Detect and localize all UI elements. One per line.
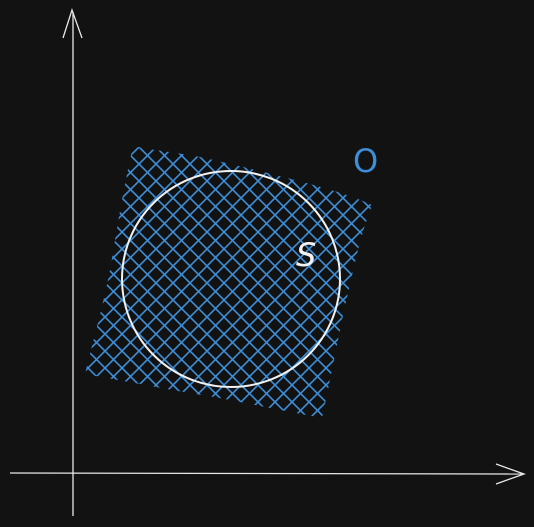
hatch-line: [85, 146, 372, 418]
x-axis: [9, 472, 523, 475]
hatch-line: [85, 346, 372, 418]
hatch-line: [85, 146, 372, 287]
hatch-line: [85, 146, 372, 418]
hatch-line: [85, 146, 372, 338]
hatch-line: [85, 146, 372, 418]
hatch-line: [85, 146, 372, 418]
hatch-line: [85, 146, 372, 418]
hatch-line: [85, 313, 372, 418]
hatch-line: [85, 381, 372, 418]
set-s-label: S: [296, 236, 316, 274]
hatch-line: [85, 146, 372, 418]
hatch-line: [85, 146, 372, 186]
hatch-line: [85, 146, 372, 321]
hatch-line: [85, 146, 372, 339]
hatch-line: [85, 146, 372, 418]
hatch-line: [85, 146, 372, 418]
hatch-line: [85, 146, 372, 236]
hatch-line: [85, 146, 372, 322]
hatch-line: [85, 211, 372, 418]
hatch-line: [85, 146, 372, 418]
hatch-line: [85, 279, 372, 418]
hatch-line: [85, 146, 372, 418]
hatch-line: [85, 146, 372, 253]
hatch-line: [85, 146, 372, 169]
hatch-line: [85, 296, 372, 418]
hatch-line: [85, 177, 372, 418]
hatch-line: [85, 398, 372, 418]
hatch-line: [85, 146, 372, 406]
hatch-line: [85, 146, 372, 237]
hatch-line: [85, 312, 372, 418]
hatch-line: [85, 363, 372, 418]
hatch-line: [85, 146, 372, 418]
hatch-line: [85, 146, 372, 418]
hatch-line: [85, 364, 372, 418]
hatch-line: [85, 146, 372, 418]
hatch-line: [85, 245, 372, 418]
y-axis-arrowhead: [62, 7, 83, 39]
hatch-line: [85, 146, 372, 407]
hatch-line: [85, 146, 372, 203]
hatch-line: [0, 0, 534, 134]
hatch-line: [85, 146, 372, 418]
hatch-line: [85, 146, 372, 418]
hatch-line: [85, 146, 372, 185]
hatch-line: [85, 146, 372, 418]
hatch-line: [85, 146, 372, 418]
hatch-line: [85, 146, 372, 418]
hatch-line: [85, 295, 372, 418]
hatch-line: [85, 146, 372, 168]
hatch-line: [85, 146, 372, 418]
hatch-line: [85, 347, 372, 418]
hatch-line: [85, 146, 372, 418]
hatch-line: [85, 146, 372, 418]
hatch-line: [85, 146, 372, 152]
hatch-line: [85, 146, 372, 389]
hatch-line: [85, 146, 372, 372]
hatch-line: [85, 146, 372, 373]
set-s-circle: [121, 170, 341, 388]
hatch-line: [85, 146, 372, 271]
hatch-line: [85, 146, 372, 418]
hatch-line: [85, 146, 372, 418]
region-o-label: O: [353, 142, 378, 180]
x-axis-arrowhead: [495, 463, 526, 485]
hatch-line: [85, 244, 372, 418]
hatch-line: [85, 146, 372, 270]
hatch-line: [85, 278, 372, 418]
hatch-line: [85, 146, 372, 151]
hatch-line: [85, 146, 372, 390]
hatch-line: [85, 146, 372, 254]
hatch-line: [85, 146, 372, 288]
hatch-line: [85, 146, 372, 418]
hatch-line: [85, 146, 372, 202]
